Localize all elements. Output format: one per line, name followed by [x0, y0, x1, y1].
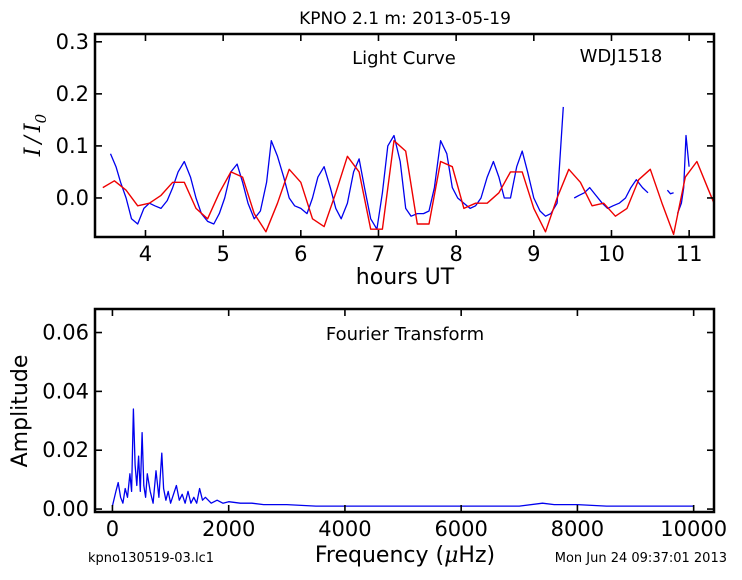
fourier-frame — [93, 307, 716, 514]
footer-timestamp: Mon Jun 24 09:37:01 2013 — [555, 551, 727, 566]
y-label-subscript: 0 — [32, 113, 50, 123]
lc-ytick-label-1: 0.1 — [56, 134, 89, 158]
lc-xtick-label-7: 11 — [676, 242, 703, 266]
fourier-panel: 0 2000 4000 6000 8000 10000 0.00 0.02 0.04 0.06 F… — [8, 307, 727, 568]
light-curve-ticks: 4 5 6 7 8 9 10 11 0.0 0.1 0.2 0.3 — [56, 30, 714, 266]
object-label: WDJ1518 — [580, 46, 663, 67]
lc-data-series-2 — [666, 189, 674, 195]
ft-ytick-label-0: 0.00 — [42, 497, 89, 521]
x-label-suffix: Hz) — [458, 543, 495, 568]
light-curve-series — [102, 106, 714, 236]
light-curve-x-label: hours UT — [356, 265, 455, 290]
x-label-prefix: Frequency ( — [315, 543, 444, 568]
ft-ytick-label-1: 0.02 — [42, 438, 89, 462]
lc-xtick-label-3: 7 — [372, 242, 385, 266]
y-label-intensity-ref: I — [21, 122, 46, 133]
fourier-annotation: Fourier Transform — [326, 324, 484, 345]
lc-xtick-label-0: 4 — [139, 242, 152, 266]
light-curve-panel: 4 5 6 7 8 9 10 11 0.0 0.1 0.2 0.3 Light Curve WDJ15… — [21, 30, 716, 290]
fourier-x-label: Frequency (μHz) — [315, 543, 495, 568]
y-label-intensity: I — [21, 146, 46, 157]
lc-model-series-4 — [102, 139, 714, 236]
fourier-y-label: Amplitude — [8, 355, 33, 468]
y-label-slash: / — [21, 133, 46, 145]
light-curve-y-label: I/I0 — [21, 113, 50, 157]
ft-xtick-label-2: 4000 — [318, 517, 371, 541]
ft-xtick-label-5: 10000 — [660, 517, 727, 541]
ft-xtick-label-0: 0 — [106, 517, 119, 541]
light-curve-frame — [93, 32, 716, 239]
x-label-mu: μ — [444, 543, 458, 568]
lc-xtick-label-5: 9 — [527, 242, 540, 266]
ft-xtick-label-1: 2000 — [202, 517, 255, 541]
lc-ytick-label-3: 0.3 — [56, 30, 89, 54]
lc-xtick-label-4: 8 — [449, 242, 462, 266]
ft-data-series-0 — [111, 408, 694, 507]
light-curve-annotation: Light Curve — [352, 48, 456, 69]
ft-xtick-label-4: 8000 — [551, 517, 604, 541]
fourier-series — [111, 408, 694, 507]
ft-ytick-label-2: 0.04 — [42, 379, 89, 403]
lc-data-series-0 — [109, 106, 564, 230]
lc-ytick-label-0: 0.0 — [56, 186, 89, 210]
ft-xtick-label-3: 6000 — [434, 517, 487, 541]
footer-filename: kpno130519-03.lc1 — [88, 551, 214, 566]
lc-xtick-label-6: 10 — [598, 242, 625, 266]
lc-xtick-label-2: 6 — [294, 242, 307, 266]
lc-ytick-label-2: 0.2 — [56, 82, 89, 106]
figure-title: KPNO 2.1 m: 2013-05-19 — [299, 9, 511, 29]
lc-xtick-label-1: 5 — [216, 242, 229, 266]
fourier-ticks: 0 2000 4000 6000 8000 10000 0.00 0.02 0.04 0.06 — [42, 309, 727, 541]
ft-ytick-label-3: 0.06 — [42, 321, 89, 345]
